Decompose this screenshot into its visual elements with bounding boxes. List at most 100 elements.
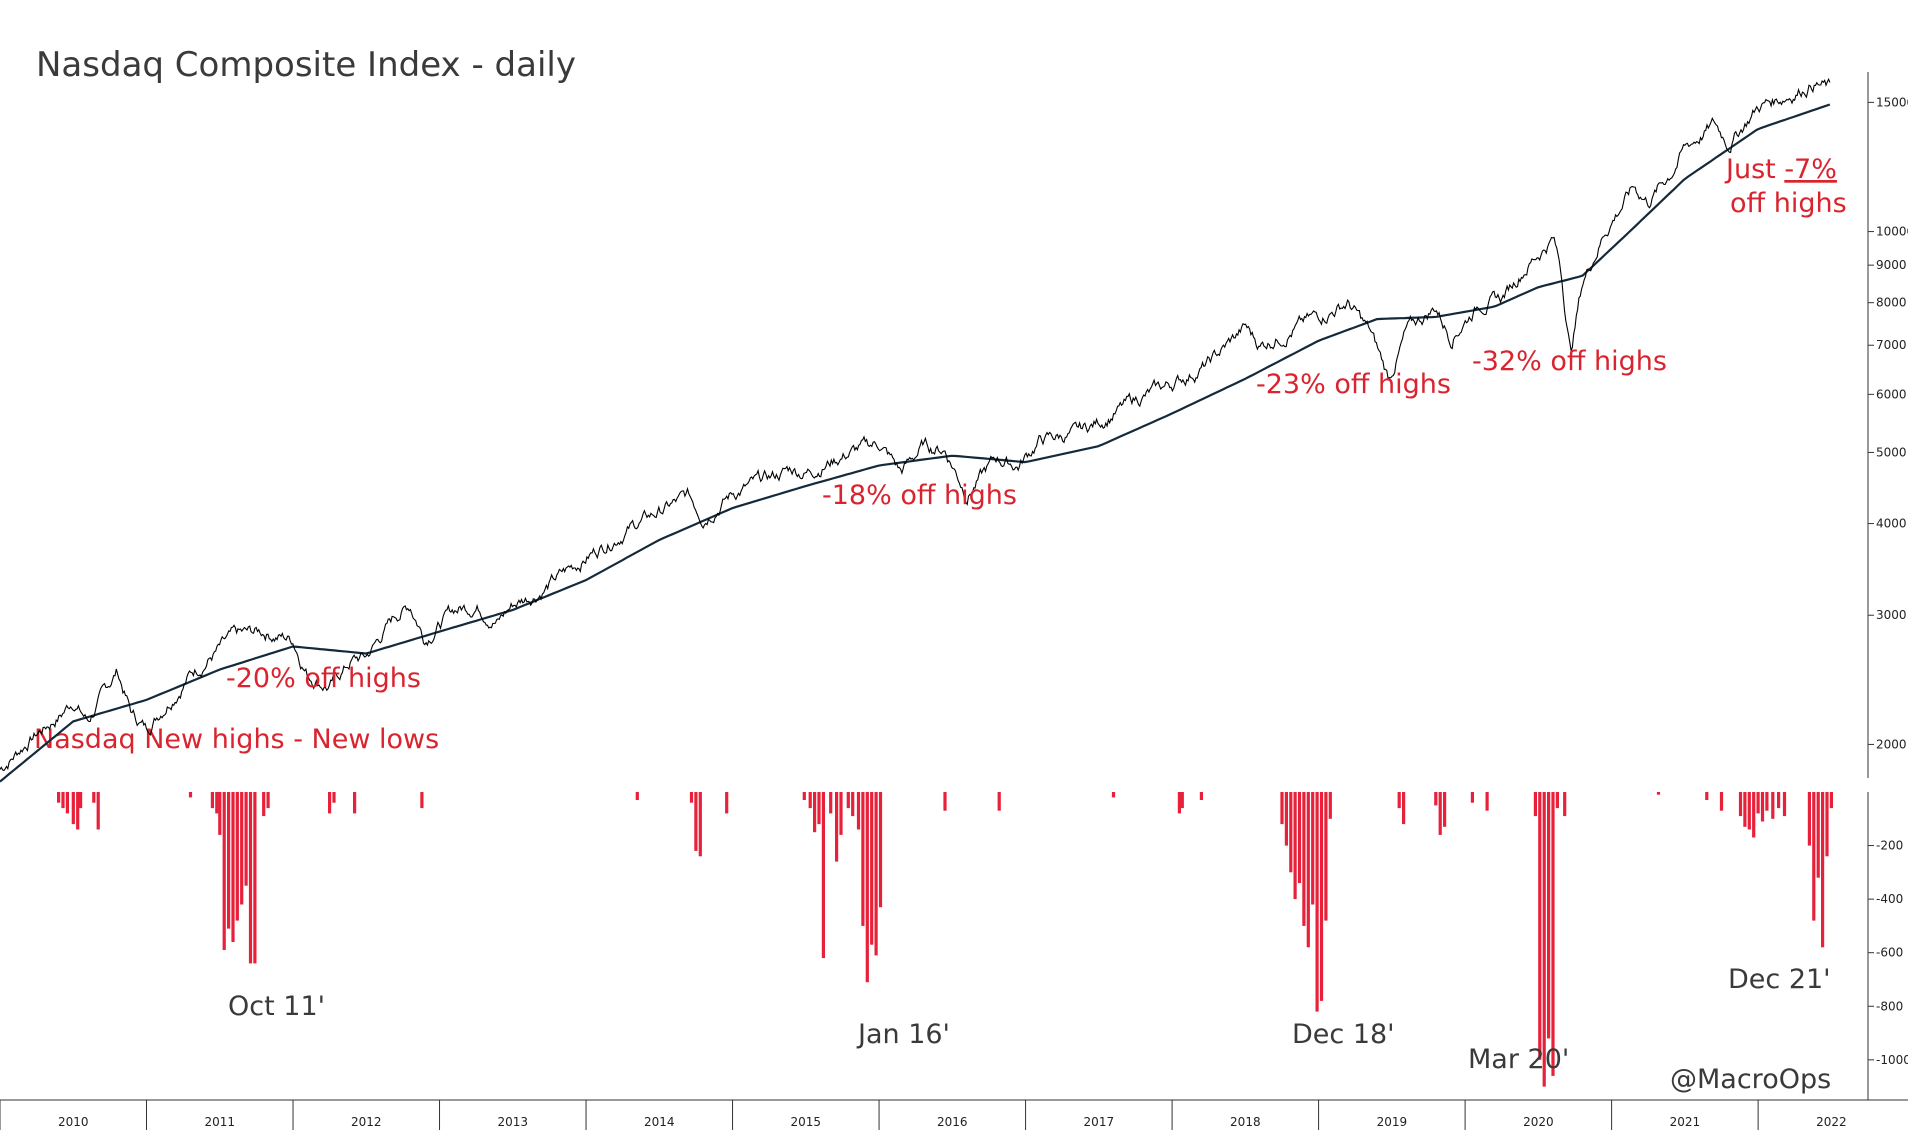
breadth-bar — [1555, 792, 1559, 809]
annotation-just-7: Just -7% — [1724, 154, 1837, 185]
breadth-bar — [1821, 792, 1825, 948]
ma-200-line — [0, 103, 1831, 783]
annotation-minus-23: -23% off highs — [1256, 369, 1451, 400]
breadth-bar — [689, 792, 694, 803]
breadth-bar — [1306, 792, 1310, 948]
breadth-axis-tick-label: -600 — [1876, 946, 1903, 960]
breadth-bar — [240, 792, 244, 905]
breadth-bar — [1434, 792, 1438, 806]
price-axis-tick-label: 2000 — [1876, 737, 1907, 751]
breadth-bar — [1782, 792, 1787, 817]
breadth-bar — [1747, 792, 1751, 830]
breadth-bar — [353, 792, 357, 814]
breadth-bar — [328, 792, 332, 814]
breadth-bar — [1284, 792, 1288, 846]
breadth-bar — [235, 792, 239, 921]
breadth-bar — [332, 792, 336, 803]
breadth-bar — [1297, 792, 1302, 884]
breadth-bar — [218, 792, 222, 835]
breadth-bar — [802, 792, 806, 800]
breadth-bar — [61, 792, 65, 809]
breadth-bar — [92, 792, 96, 803]
annotation-minus-20: -20% off highs — [226, 663, 421, 694]
breadth-bar — [861, 792, 865, 926]
sub-chart-title: Nasdaq New highs - New lows — [34, 724, 439, 755]
x-axis-year-label: 2010 — [58, 1115, 89, 1129]
breadth-bar — [1402, 792, 1406, 825]
price-axis-tick-label: 8000 — [1876, 296, 1907, 310]
price-axis-tick-label: 10000 — [1876, 225, 1908, 239]
annotation-dec-18: Dec 18' — [1292, 1019, 1395, 1050]
breadth-axis-tick-label: -400 — [1876, 892, 1903, 906]
breadth-bar — [1328, 792, 1332, 819]
breadth-bar — [878, 792, 883, 908]
breadth-bar — [1551, 792, 1555, 1076]
breadth-bar — [1777, 792, 1781, 809]
breadth-bar — [1547, 792, 1551, 1039]
x-axis-year-label: 2015 — [791, 1115, 822, 1129]
breadth-bar — [1111, 792, 1116, 798]
annotation-minus-32: -32% off highs — [1472, 346, 1667, 377]
x-axis-year-label: 2012 — [351, 1115, 382, 1129]
breadth-bar — [694, 792, 698, 851]
breadth-axis-tick-label: -1000 — [1876, 1053, 1908, 1067]
price-axis-tick-label: 6000 — [1876, 387, 1907, 401]
main-chart-title: Nasdaq Composite Index - daily — [36, 45, 576, 85]
breadth-bar — [420, 792, 424, 809]
breadth-bar — [76, 792, 80, 830]
annotation-just-7-prefix: Just — [1724, 154, 1784, 185]
breadth-y-axis: -200 -400 -600 -800 -1000 — [1867, 792, 1908, 1100]
breadth-bar — [79, 792, 83, 809]
annotation-just-7-value: -7% — [1784, 154, 1837, 185]
breadth-bar — [1825, 792, 1829, 857]
breadth-bar — [1324, 792, 1328, 921]
breadth-bar — [835, 792, 839, 862]
breadth-bar — [1656, 792, 1661, 795]
price-axis-tick-label: 7000 — [1876, 338, 1907, 352]
x-axis-year-label: 2019 — [1377, 1115, 1408, 1129]
price-axis-tick-label: 3000 — [1876, 608, 1907, 622]
breadth-bar — [856, 792, 861, 830]
breadth-bar — [1470, 792, 1474, 803]
x-axis-year-label: 2021 — [1670, 1115, 1701, 1129]
breadth-bar — [1180, 792, 1184, 809]
breadth-bar — [1542, 792, 1546, 1087]
breadth-bar — [1760, 792, 1765, 822]
annotation-jan-16: Jan 16' — [856, 1019, 950, 1050]
breadth-bar — [65, 792, 69, 814]
x-axis-year-label: 2017 — [1084, 1115, 1115, 1129]
breadth-bar — [1533, 792, 1537, 817]
breadth-bar — [1177, 792, 1181, 814]
breadth-bar — [1829, 792, 1833, 809]
breadth-bar — [215, 792, 219, 814]
breadth-bar — [262, 792, 266, 817]
breadth-bars — [57, 792, 1833, 1087]
breadth-bar — [1807, 792, 1811, 846]
breadth-bar — [817, 792, 821, 825]
price-axis-tick-label: 9000 — [1876, 258, 1907, 272]
breadth-bar — [253, 792, 257, 964]
breadth-bar — [997, 792, 1001, 811]
x-axis-year-label: 2022 — [1816, 1115, 1847, 1129]
breadth-bar — [698, 792, 702, 857]
breadth-bar — [1765, 792, 1769, 811]
breadth-bar — [210, 792, 214, 809]
breadth-bar — [1719, 792, 1724, 811]
breadth-bar — [1438, 792, 1442, 835]
breadth-bar — [1443, 792, 1447, 827]
breadth-bar — [1743, 792, 1747, 827]
breadth-bar — [865, 792, 869, 983]
breadth-axis-tick-label: -800 — [1876, 999, 1903, 1013]
breadth-bar — [231, 792, 235, 942]
price-axis-tick-label: 15000 — [1876, 95, 1908, 109]
breadth-axis-tick-label: -200 — [1876, 839, 1903, 853]
breadth-bar — [846, 792, 850, 809]
watermark-macroops: @MacroOps — [1670, 1064, 1831, 1095]
breadth-bar — [813, 792, 817, 833]
breadth-bar — [1280, 792, 1284, 825]
annotation-oct-11: Oct 11' — [228, 991, 325, 1022]
annotation-minus-18: -18% off highs — [822, 480, 1017, 511]
breadth-bar — [1293, 792, 1297, 900]
